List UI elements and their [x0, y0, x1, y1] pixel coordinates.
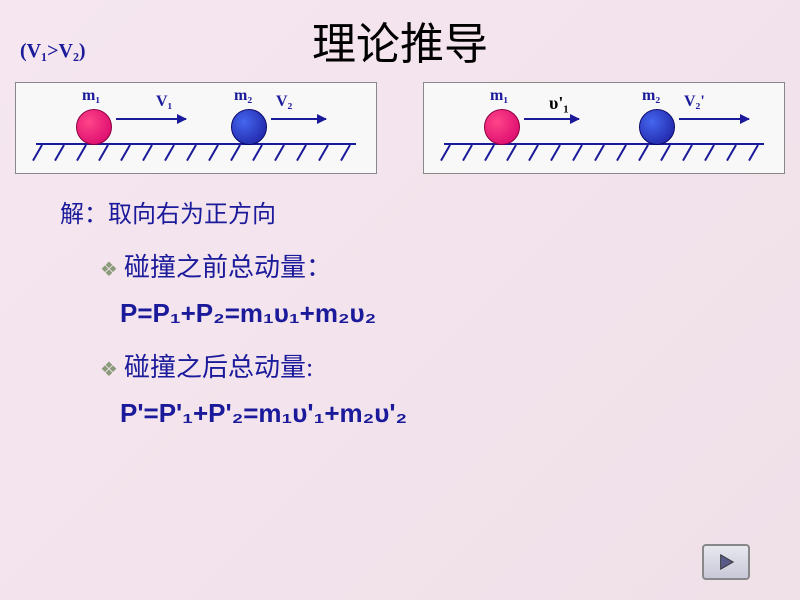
- play-icon: [717, 553, 735, 571]
- v1p-label: υ'₁: [549, 93, 569, 114]
- m2-label: m₂: [234, 87, 252, 105]
- v2p-label: V₂': [684, 93, 705, 111]
- solution-direction: 解：取向右为正方向: [60, 194, 740, 229]
- next-button[interactable]: [702, 544, 750, 580]
- v2-arrow: [271, 118, 326, 120]
- diagram-after: m₁ υ'₁ m₂ V₂': [423, 82, 785, 174]
- v2p-arrow: [679, 118, 749, 120]
- equation-after: P'=P'₁+P'₂=m₁υ'₁+m₂υ'₂: [120, 398, 740, 429]
- page-title: 理论推导: [0, 0, 800, 72]
- ball-m1-after: [484, 109, 520, 145]
- bullet-before: 碰撞之前总动量：: [100, 247, 740, 284]
- v1p-arrow: [524, 118, 579, 120]
- equation-before: P=P₁+P₂=m₁υ₁+m₂υ₂: [120, 298, 740, 329]
- m2-label-after: m₂: [642, 87, 660, 105]
- m1-label: m₁: [82, 87, 100, 105]
- ball-m1-before: [76, 109, 112, 145]
- diagram-row: m₁ V₁ m₂ V₂ m₁ υ'₁ m₂ V₂': [0, 82, 800, 174]
- v1-arrow: [116, 118, 186, 120]
- m1-label-after: m₁: [490, 87, 508, 105]
- diagram-before: m₁ V₁ m₂ V₂: [15, 82, 377, 174]
- ball-m2-after: [639, 109, 675, 145]
- velocity-condition: (V₁>V₂): [20, 40, 86, 63]
- content-area: 解：取向右为正方向 碰撞之前总动量： P=P₁+P₂=m₁υ₁+m₂υ₂ 碰撞之…: [0, 174, 800, 429]
- v1-label: V₁: [156, 93, 172, 111]
- bullet-after: 碰撞之后总动量:: [100, 347, 740, 384]
- ball-m2-before: [231, 109, 267, 145]
- v2-label: V₂: [276, 93, 292, 111]
